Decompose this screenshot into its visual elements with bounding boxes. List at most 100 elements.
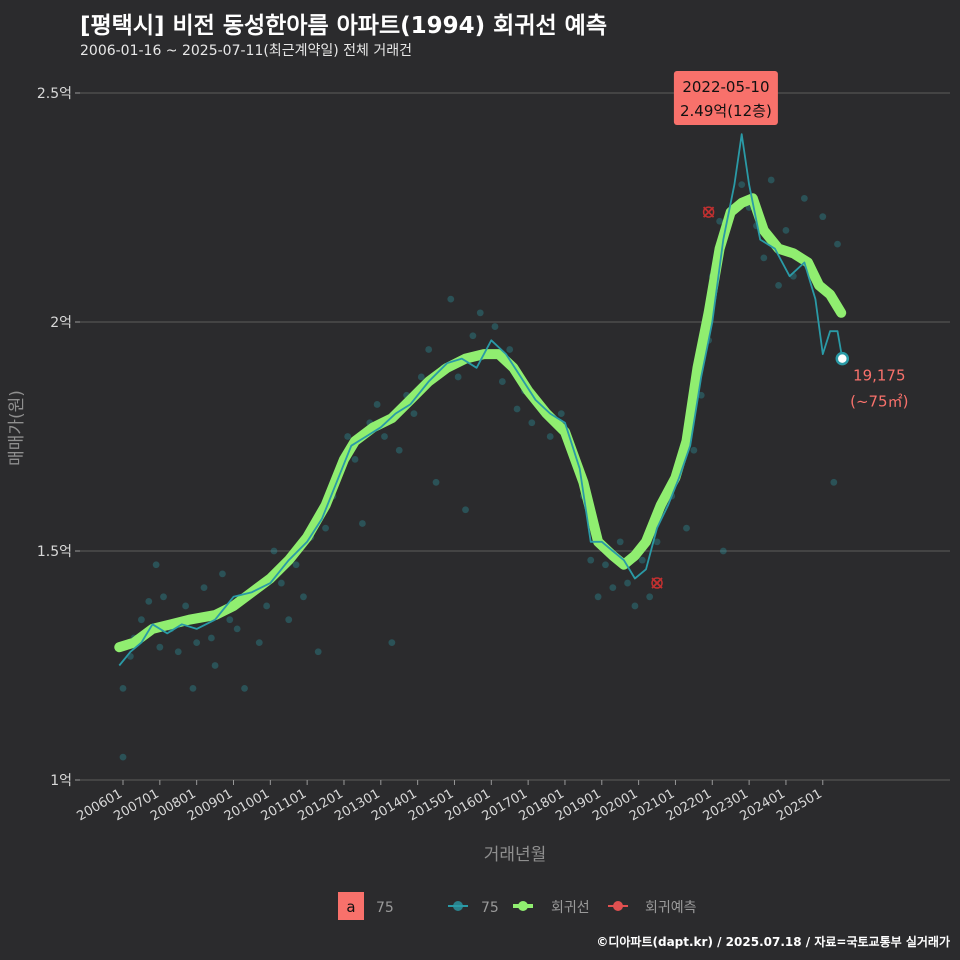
series-75-line: [118, 133, 844, 667]
scatter-point: [263, 602, 271, 610]
y-tick-label: 2억: [50, 315, 72, 331]
scatter-point: [211, 662, 219, 669]
scatter-point: [782, 227, 790, 234]
scatter-point: [351, 456, 359, 463]
scatter-point: [528, 419, 536, 427]
scatter-point: [156, 643, 164, 651]
scatter-point: [119, 753, 127, 761]
legend-label-series: 75: [481, 900, 499, 916]
scatter-point: [193, 639, 201, 646]
scatter-point: [819, 213, 827, 221]
scatter-point: [417, 373, 425, 381]
scatter-point: [388, 639, 396, 646]
scatter-point: [498, 378, 506, 385]
scatter-point: [270, 547, 278, 555]
legend-key-predict-dot: [613, 901, 623, 911]
scatter-point: [616, 538, 624, 546]
scatter-point: [491, 323, 499, 330]
legend-key-text-box: [338, 892, 364, 920]
peak-date-label: 2022-05-10: [682, 78, 769, 96]
latest-area-label: (~75㎡): [850, 393, 908, 411]
latest-price-label: 19,175: [853, 367, 906, 385]
scatter-point: [300, 593, 307, 601]
scatter-point: [322, 524, 329, 532]
scatter-point: [719, 547, 727, 555]
scatter-point: [182, 602, 190, 610]
scatter-point: [410, 410, 418, 417]
peak-price-label: 2.49억(12층): [680, 102, 772, 120]
scatter-point: [760, 254, 768, 262]
legend-key-series-dot: [453, 901, 463, 911]
predict-mark: [651, 577, 663, 589]
predict-mark: [702, 206, 715, 218]
scatter-point: [152, 561, 160, 569]
scatter-point: [834, 240, 841, 248]
legend-label-text: 75: [376, 900, 394, 916]
scatter-point: [425, 346, 433, 353]
scatter-point: [469, 332, 477, 340]
scatter-point: [292, 561, 300, 569]
scatter-point: [646, 593, 654, 601]
y-axis-title: 매매가(원): [7, 390, 27, 466]
scatter-point: [609, 584, 617, 592]
scatter-point: [200, 584, 208, 592]
y-tick-label: 2.5억: [37, 86, 72, 102]
regression-line: [114, 193, 847, 653]
scatter-point: [207, 634, 215, 642]
x-axis-title: 거래년월: [484, 845, 547, 865]
scatter-point: [160, 593, 167, 601]
scatter-point: [219, 570, 226, 578]
scatter-point: [462, 506, 469, 514]
scatter-point: [226, 616, 234, 624]
scatter-point: [513, 405, 521, 413]
scatter-point: [189, 685, 197, 692]
scatter-point: [767, 176, 775, 184]
scatter-point: [690, 446, 698, 454]
scatter-point: [653, 538, 661, 546]
scatter-point: [587, 556, 595, 564]
scatter-point: [233, 625, 241, 633]
scatter-point: [546, 433, 554, 440]
peak-label-box: [673, 71, 778, 125]
scatter-point: [594, 593, 602, 601]
scatter-point: [447, 295, 455, 303]
scatter-point: [624, 579, 631, 587]
scatter-point: [602, 561, 609, 569]
scatter-point: [432, 478, 440, 486]
scatter-point: [697, 391, 705, 399]
scatter-point: [358, 520, 366, 527]
scatter-point: [277, 579, 285, 587]
scatter-point: [145, 597, 153, 605]
scatter-point: [557, 410, 565, 417]
scatter-point: [631, 602, 639, 610]
scatter-point: [119, 685, 127, 692]
scatter-point: [638, 556, 646, 564]
scatter-point: [395, 446, 403, 454]
legend-key-regression-dot: [518, 901, 528, 911]
y-tick-label: 1.5억: [37, 544, 72, 560]
scatter-point: [738, 181, 746, 189]
scatter-point: [344, 433, 352, 440]
scatter-point: [506, 346, 514, 353]
scatter-point: [255, 639, 263, 646]
scatter-point: [683, 524, 690, 532]
credit-footer: ©디아파트(dapt.kr) / 2025.07.18 / 자료=국토교통부 실…: [596, 935, 950, 949]
predict-point: [702, 206, 715, 218]
latest-point: [835, 351, 850, 366]
chart-title: [평택시] 비전 동성한아름 아파트(1994) 회귀선 예측: [80, 13, 607, 39]
scatter-point: [138, 616, 145, 624]
scatter-point: [241, 685, 248, 692]
scatter-point: [800, 194, 808, 202]
scatter-point: [454, 373, 462, 381]
scatter-point: [716, 217, 724, 225]
legend-label-predict: 회귀예측: [645, 900, 697, 916]
predict-point: [651, 577, 663, 589]
scatter-point: [775, 281, 782, 289]
scatter-point: [174, 648, 182, 656]
scatter-point: [381, 433, 388, 440]
scatter-point: [373, 401, 381, 408]
y-tick-label: 1억: [50, 773, 72, 789]
chart-subtitle: 2006-01-16 ~ 2025-07-11(최근계약일) 전체 거래건: [80, 43, 412, 59]
legend-label-regression: 회귀선: [551, 900, 590, 916]
